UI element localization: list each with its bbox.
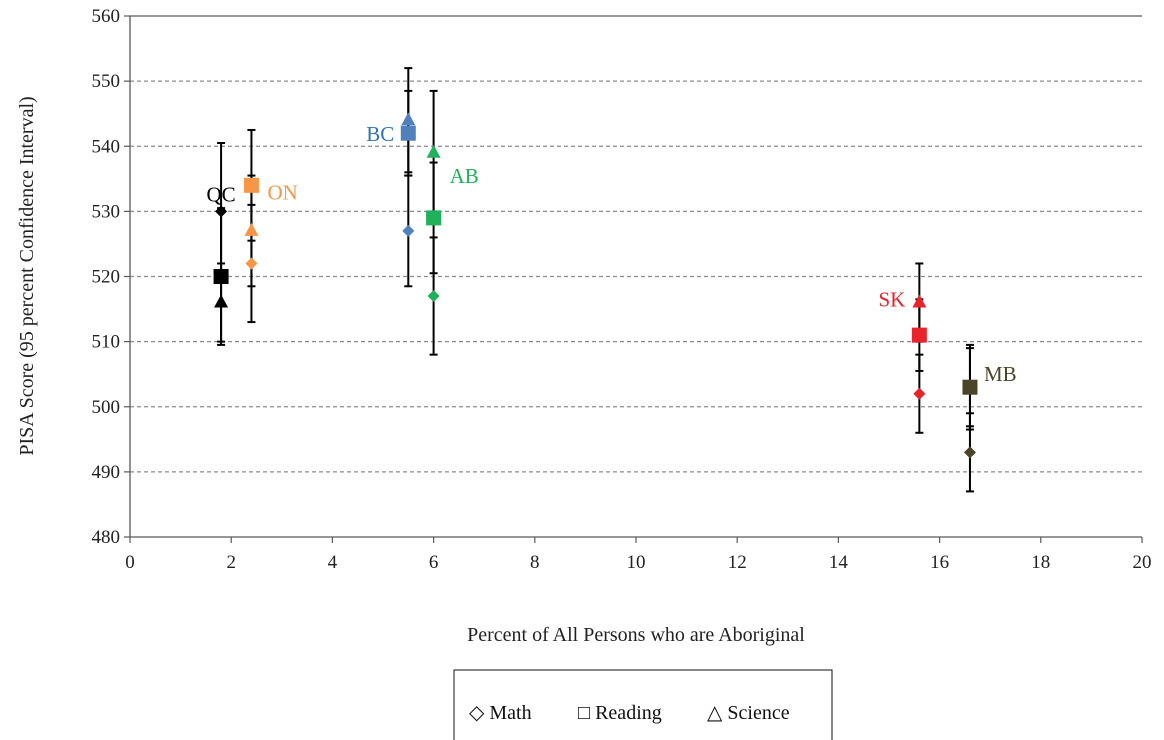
legend-item-science: △ Science bbox=[707, 702, 790, 724]
x-tick-label-20: 20 bbox=[1133, 552, 1152, 573]
marker-bc-math bbox=[402, 224, 415, 237]
y-tick-label-560: 560 bbox=[92, 6, 121, 27]
marker-on-math bbox=[245, 257, 258, 270]
marker-ab-reading bbox=[426, 210, 442, 226]
y-tick-label-550: 550 bbox=[92, 71, 121, 92]
label-ab: AB bbox=[450, 164, 479, 188]
y-tick-label-540: 540 bbox=[92, 136, 121, 157]
marker-sk-reading bbox=[911, 327, 927, 343]
tick-labels: 480 490 500 510 520 530 540 550 560 0 2 4 6 8 10 12 14 16… bbox=[92, 6, 1152, 573]
marker-qc-science bbox=[214, 294, 229, 308]
axes bbox=[124, 15, 1143, 543]
y-tick-label-480: 480 bbox=[92, 527, 121, 548]
marker-bc-reading bbox=[400, 125, 416, 141]
province-labels: QC ON BC AB SK MB bbox=[206, 122, 1016, 386]
label-bc: BC bbox=[366, 122, 394, 146]
y-axis-title: PISA Score (95 percent Confidence Interv… bbox=[16, 96, 38, 455]
data-markers bbox=[213, 112, 978, 459]
marker-bc-science bbox=[401, 112, 416, 126]
x-tick-label-18: 18 bbox=[1031, 552, 1050, 573]
marker-on-reading bbox=[243, 177, 259, 193]
x-axis-title: Percent of All Persons who are Aborigina… bbox=[467, 624, 805, 646]
label-qc: QC bbox=[206, 182, 235, 206]
legend-item-math: ◇ Math bbox=[469, 702, 532, 724]
legend-item-reading: □ Reading bbox=[578, 702, 662, 724]
y-tick-label-500: 500 bbox=[92, 397, 121, 418]
y-tick-label-490: 490 bbox=[92, 462, 121, 483]
marker-mb-science bbox=[962, 379, 977, 393]
label-sk: SK bbox=[879, 288, 906, 312]
marker-qc-math bbox=[215, 205, 228, 218]
marker-on-science bbox=[244, 222, 259, 236]
y-tick-label-520: 520 bbox=[92, 267, 121, 288]
x-tick-label-10: 10 bbox=[627, 552, 646, 573]
x-tick-label-14: 14 bbox=[829, 552, 849, 573]
x-tick-label-4: 4 bbox=[328, 552, 338, 573]
x-tick-label-0: 0 bbox=[125, 552, 135, 573]
label-on: ON bbox=[267, 180, 297, 204]
marker-qc-reading bbox=[213, 269, 229, 284]
marker-mb-math bbox=[963, 446, 976, 459]
y-tick-label-510: 510 bbox=[92, 332, 121, 353]
legend: ◇ Math □ Reading △ Science bbox=[453, 669, 833, 740]
legend-box bbox=[453, 669, 833, 740]
gridlines bbox=[130, 80, 1142, 473]
marker-sk-math bbox=[913, 387, 926, 400]
x-tick-label-8: 8 bbox=[530, 552, 540, 573]
label-mb: MB bbox=[984, 362, 1017, 386]
x-tick-label-16: 16 bbox=[930, 552, 949, 573]
marker-ab-science bbox=[426, 144, 441, 158]
x-tick-label-6: 6 bbox=[429, 552, 439, 573]
y-tick-label-530: 530 bbox=[92, 201, 121, 222]
error-bars bbox=[217, 67, 974, 493]
x-tick-label-2: 2 bbox=[226, 552, 236, 573]
marker-ab-math bbox=[427, 290, 440, 303]
marker-sk-science bbox=[912, 294, 927, 308]
x-tick-label-12: 12 bbox=[728, 552, 747, 573]
